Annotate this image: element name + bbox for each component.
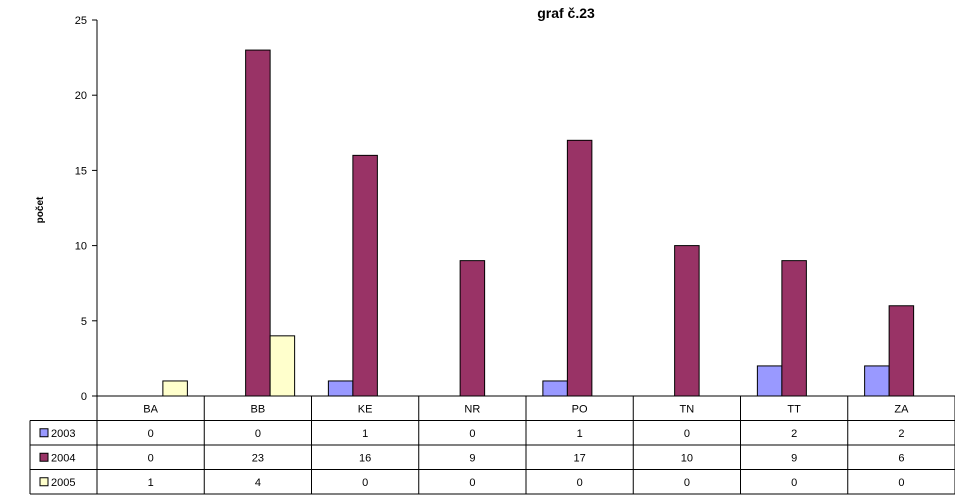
x-tick-label: PO [572,403,588,415]
data-label-2005-NR: 0 [469,477,475,489]
bars [162,49,915,397]
x-tick-label: BA [143,403,158,415]
data-label-2005-ZA: 0 [898,477,904,489]
data-label-2004-KE: 16 [359,452,371,464]
data-label-2004-BB: 23 [252,452,264,464]
bar-2003-PO [542,380,568,397]
y-tick-label: 10 [75,241,87,253]
data-label-2003-NR: 0 [469,428,475,440]
bar-2005-BA [162,380,188,397]
data-label-2004-TN: 10 [681,452,693,464]
bar-2004-PO [566,139,593,397]
legend-swatch-2003 [39,428,49,438]
x-tick-label: NR [464,403,480,415]
x-tick-label: BB [251,403,266,415]
y-tick-label: 25 [75,15,87,27]
x-tick-label: KE [358,403,373,415]
bar-2004-ZA [888,305,915,397]
data-label-2005-BA: 1 [148,477,154,489]
x-tick-label: ZA [894,403,909,415]
data-label-2003-KE: 1 [362,428,368,440]
chart-title: graf č.23 [537,5,595,21]
y-tick-label: 5 [81,316,87,328]
legend-label-2005: 2005 [51,477,75,489]
bar-2005-BB [269,335,296,397]
bar-2004-TN [674,245,700,397]
data-label-2003-ZA: 2 [898,428,904,440]
data-label-2004-ZA: 6 [898,452,904,464]
data-label-2005-TT: 0 [791,477,797,489]
data-label-2005-TN: 0 [684,477,690,489]
y-tick-label: 0 [81,391,87,403]
y-tick-label: 20 [75,90,87,102]
bar-2003-ZA [864,365,890,397]
data-label-2003-TN: 0 [684,428,690,440]
data-label-2003-PO: 1 [577,428,583,440]
data-label-2003-BA: 0 [148,428,154,440]
bar-2004-KE [352,154,378,397]
data-label-2003-TT: 2 [791,428,797,440]
data-label-2004-BA: 0 [148,452,154,464]
legend-swatch-2005 [39,477,49,487]
data-label-2005-PO: 0 [577,477,583,489]
data-label-2004-PO: 17 [574,452,586,464]
x-tick-label: TT [787,403,801,415]
y-tick-label: 15 [75,165,87,177]
bar-2004-NR [459,260,486,397]
legend-swatch-2004 [39,452,49,462]
bar-2004-BB [245,49,271,397]
bar-2003-KE [327,380,354,397]
data-label-2005-KE: 0 [362,477,368,489]
bar-2004-TT [781,260,807,397]
legend-label-2004: 2004 [51,452,75,464]
data-label-2003-BB: 0 [255,428,261,440]
y-axis: 0 5 10 15 20 25 [75,15,98,403]
x-tick-label: TN [680,403,695,415]
data-label-2004-TT: 9 [791,452,797,464]
legend-label-2003: 2003 [51,428,75,440]
data-label-2004-NR: 9 [469,452,475,464]
y-axis-label: počet [35,196,46,223]
data-label-2005-BB: 4 [255,477,261,489]
bar-2003-TT [756,365,783,397]
